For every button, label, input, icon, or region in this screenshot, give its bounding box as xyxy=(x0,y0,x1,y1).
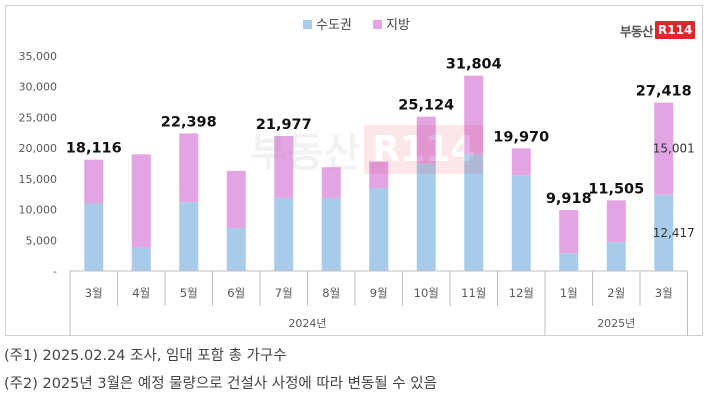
bar-capital xyxy=(416,163,436,271)
bar-capital xyxy=(559,253,579,271)
logo-badge: R114 xyxy=(655,21,696,39)
y-tick-label: - xyxy=(53,265,57,278)
x-tick-label: 12월 xyxy=(509,286,534,300)
bar-total-label: 27,418 xyxy=(636,84,692,100)
x-tick-label: 5월 xyxy=(180,286,198,300)
bar-regional xyxy=(511,148,531,176)
x-tick-label: 4월 xyxy=(132,286,150,300)
segment-label-regional: 15,001 xyxy=(653,142,695,156)
bar-regional xyxy=(84,159,104,204)
bar-regional xyxy=(131,154,151,248)
y-tick-label: 35,000 xyxy=(19,50,58,63)
x-tick-label: 9월 xyxy=(370,286,388,300)
bar-capital xyxy=(654,194,674,271)
legend-label: 수도권 xyxy=(316,18,352,33)
bar-regional xyxy=(559,210,579,254)
bar-capital xyxy=(226,228,246,271)
bar-total-label: 19,970 xyxy=(493,129,549,145)
footnote-2: (주2) 2025년 3월은 예정 물량으로 건설사 사정에 따라 변동될 수 … xyxy=(4,376,437,392)
bar-total-label: 21,977 xyxy=(256,117,312,133)
chart-frame xyxy=(5,5,703,336)
bar-capital xyxy=(179,202,199,271)
bar-total-label: 11,505 xyxy=(588,181,644,197)
y-tick-label: 30,000 xyxy=(19,81,58,94)
x-tick-label: 2월 xyxy=(607,286,625,300)
x-tick-label: 7월 xyxy=(275,286,293,300)
bar-capital xyxy=(274,197,294,271)
bar-regional xyxy=(606,200,626,243)
bar-capital xyxy=(84,203,104,271)
bar-capital xyxy=(369,188,389,271)
bar-regional xyxy=(464,75,484,155)
x-tick-label: 8월 xyxy=(322,286,340,300)
y-tick-label: 10,000 xyxy=(19,204,58,217)
bar-regional xyxy=(416,116,436,164)
bar-regional xyxy=(321,167,341,198)
x-tick-label: 3월 xyxy=(655,286,673,300)
bar-regional xyxy=(179,133,199,203)
bar-total-label: 22,398 xyxy=(161,114,217,130)
bar-capital xyxy=(606,242,626,271)
brand-logo: 부동산 R114 xyxy=(620,19,696,41)
x-tick-label: 11월 xyxy=(461,286,486,300)
group-label: 2025년 xyxy=(597,317,635,330)
legend-swatch xyxy=(373,20,382,29)
x-tick-label: 3월 xyxy=(85,286,103,300)
segment-label-capital: 12,417 xyxy=(653,226,695,240)
x-tick-label: 10월 xyxy=(414,286,439,300)
y-tick-label: 25,000 xyxy=(19,111,58,124)
x-tick-label: 6월 xyxy=(227,286,245,300)
bar-regional xyxy=(369,161,389,189)
bar-regional xyxy=(654,102,674,195)
legend-swatch xyxy=(303,20,312,29)
logo-text: 부동산 xyxy=(620,23,654,39)
footnote-1: (주1) 2025.02.24 조사, 임대 포함 총 가구수 xyxy=(4,348,287,364)
bar-chart: - 5,000 10,000 15,000 20,000 25,000 30,000 35,0… xyxy=(19,18,695,336)
group-label: 2024년 xyxy=(288,317,326,330)
x-tick-label: 1월 xyxy=(560,286,578,300)
bar-total-label: 18,116 xyxy=(66,141,122,157)
y-tick-label: 20,000 xyxy=(19,142,58,155)
bar-total-label: 25,124 xyxy=(398,98,454,114)
bar-regional xyxy=(274,135,294,198)
bar-total-label: 31,804 xyxy=(446,57,502,73)
bar-capital xyxy=(321,197,341,271)
bar-regional xyxy=(226,170,246,228)
legend-label: 지방 xyxy=(386,18,410,33)
bar-capital xyxy=(131,247,151,271)
bar-capital xyxy=(511,175,531,271)
bar-total-label: 9,918 xyxy=(546,191,592,207)
y-tick-label: 15,000 xyxy=(19,173,58,186)
bar-capital xyxy=(464,154,484,271)
y-tick-label: 5,000 xyxy=(26,234,58,247)
